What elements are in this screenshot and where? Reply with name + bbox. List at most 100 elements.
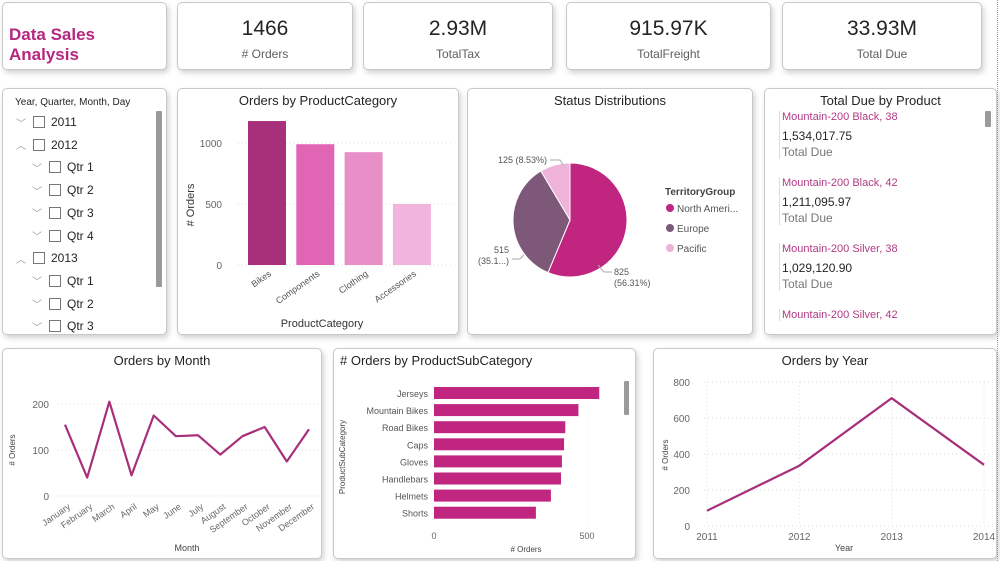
product-name: Mountain-200 Black, 38 [782,111,898,123]
total-due-value: 1,029,120.90 [782,261,853,275]
chart-title: Status Distributions [554,93,666,108]
slicer-item[interactable]: ﹀ Qtr 2 [29,181,94,199]
bar [434,506,536,519]
chevron-down-icon[interactable]: ﹀ [16,118,26,130]
checkbox[interactable] [49,274,61,287]
x-tick-label: 2014 [973,532,996,543]
leader-line [597,264,612,273]
legend-title: TerritoryGroup [665,187,735,198]
chevron-down-icon[interactable]: ﹀ [32,209,42,221]
checkbox[interactable] [49,184,61,197]
list-item[interactable]: Mountain-200 Silver, 38 1,029,120.90 Total… [779,243,898,291]
data-label: (56.31%) [614,278,651,288]
y-tick-label: Jerseys [397,389,429,399]
slicer-scrollbar[interactable] [156,111,162,287]
y-tick-label: 500 [205,200,222,211]
x-tick-label: June [161,501,183,520]
bar-bikes [248,121,286,265]
kpi-label: # Orders [241,47,289,61]
bar [434,438,565,451]
slicer-item-label: Qtr 1 [67,160,94,175]
checkbox[interactable] [33,116,45,128]
checkbox[interactable] [49,229,61,242]
y-tick-label: Shorts [402,509,429,519]
checkbox[interactable] [33,138,45,151]
checkbox[interactable] [49,161,61,174]
bar-components [296,144,335,265]
kpi-total-due: 33.93M Total Due [782,2,982,70]
product-name: Mountain-200 Silver, 42 [782,309,898,321]
y-tick-label: Handlebars [382,475,429,485]
x-tick-label: 500 [579,531,594,541]
list-item[interactable]: Mountain-200 Silver, 42 [779,309,898,321]
chevron-down-icon[interactable]: ﹀ [32,322,42,334]
checkbox[interactable] [49,320,61,333]
total-due-by-product: Total Due by Product Mountain-200 Black,… [764,88,997,335]
slicer-item[interactable]: ﹀ Qtr 4 [29,227,94,245]
x-tick-label: Accessories [373,268,419,304]
chart-title: Orders by ProductCategory [238,93,398,108]
slicer-item[interactable]: ﹀ 2011 [13,113,77,131]
chevron-down-icon[interactable]: ﹀ [32,300,42,312]
x-tick-label: May [141,501,161,519]
checkbox[interactable] [49,206,61,219]
slicer-item[interactable]: ︿ 2013 [13,249,78,267]
data-label: 825 [614,267,629,277]
kpi-total-freight: 915.97K TotalFreight [566,2,771,70]
bar [434,455,562,468]
y-tick-label: Caps [407,440,429,450]
kpi-value: 915.97K [629,17,708,40]
x-tick-label: 2013 [881,532,904,543]
list-scrollbar[interactable] [985,111,991,127]
chevron-up-icon[interactable]: ︿ [16,141,26,153]
bar-clothing [344,152,383,265]
slicer-item[interactable]: ﹀ Qtr 1 [29,272,94,290]
y-tick-label: 1000 [200,139,223,150]
total-due-label: Total Due [782,211,833,225]
kpi-value: 1466 [241,17,289,40]
slicer-item-label: Qtr 4 [67,228,94,243]
slicer-item-label: Qtr 2 [67,183,94,198]
total-due-value: 1,534,017.75 [782,129,853,143]
x-tick-label: Bikes [249,268,273,289]
product-name: Mountain-200 Black, 42 [782,177,898,189]
slicer-item[interactable]: ︿ 2012 [13,136,78,154]
chevron-down-icon[interactable]: ﹀ [32,277,42,289]
series-line [63,400,310,479]
slicer-item[interactable]: ﹀ Qtr 3 [29,317,94,334]
pie-slice [547,162,628,278]
y-tick-label: Gloves [400,457,429,467]
x-axis-title: # Orders [510,545,541,554]
x-axis-title: Year [835,543,853,553]
kpi-label: TotalTax [435,47,481,61]
legend-label: Europe [677,224,710,235]
chevron-down-icon[interactable]: ﹀ [32,186,42,198]
slicer-item-label: Qtr 3 [67,205,94,220]
chevron-up-icon[interactable]: ︿ [16,254,26,266]
subcategory-scrollbar[interactable] [624,381,629,415]
slicer-item-label: Qtr 3 [67,319,94,334]
orders-by-category-chart: Orders by ProductCategory 0 500 1000 Bikes C… [177,88,459,335]
chevron-down-icon[interactable]: ﹀ [32,232,42,243]
slicer-item[interactable]: ﹀ Qtr 3 [29,204,94,222]
slicer-item[interactable]: ﹀ Qtr 1 [29,158,94,176]
legend-marker [666,244,674,252]
checkbox[interactable] [49,297,61,310]
legend-marker [666,204,674,212]
checkbox[interactable] [33,252,45,265]
leader-line [550,159,564,166]
chart-title: Orders by Year [781,353,869,368]
slicer-item-label: Qtr 1 [67,273,94,288]
chevron-down-icon[interactable]: ﹀ [32,163,42,175]
slicer-item[interactable]: ﹀ Qtr 2 [29,295,94,313]
series-line [706,397,985,512]
slicer-item-label: 2013 [51,251,78,266]
y-tick-label: 600 [673,414,690,425]
pie-slice [540,162,571,222]
list-item[interactable]: Mountain-200 Black, 42 1,211,095.97 Total … [779,177,898,225]
date-hierarchy-slicer: Year, Quarter, Month, Day ﹀ 2011 ︿ 2012 ﹀ Qtr… [2,88,167,335]
y-axis-title: # Orders [8,434,17,465]
y-tick-label: 0 [216,261,222,272]
slicer-item-label: 2011 [51,115,77,129]
list-item[interactable]: Mountain-200 Black, 38 1,534,017.75 Total … [779,111,898,159]
